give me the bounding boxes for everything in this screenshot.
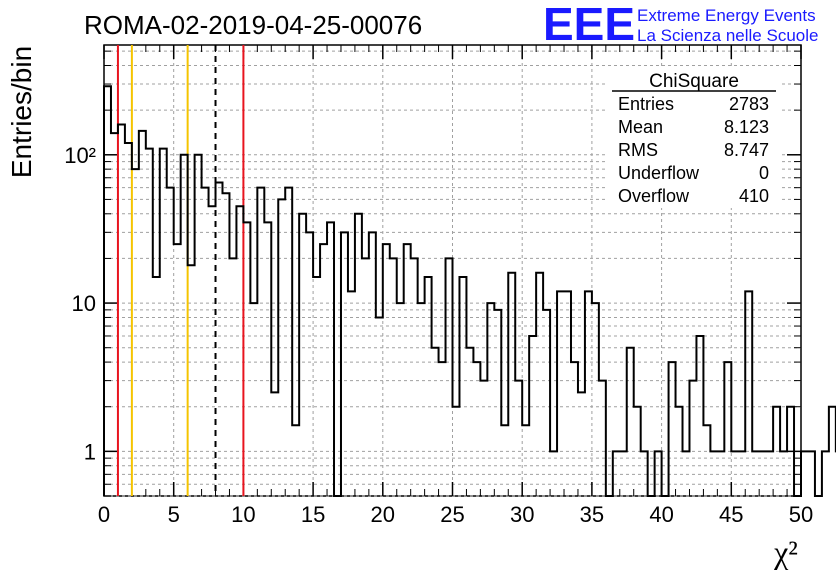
- stats-box-title: ChiSquare: [649, 71, 739, 92]
- x-tick-label: 40: [649, 502, 673, 527]
- histogram-series: [103, 85, 836, 497]
- stats-value-underflow: 0: [759, 163, 769, 183]
- x-tick-label: 45: [719, 502, 743, 527]
- x-tick-label: 25: [440, 502, 464, 527]
- stats-value-rms: 8.747: [724, 140, 769, 160]
- stats-label-rms: RMS: [618, 140, 658, 160]
- x-tick-label: 30: [510, 502, 534, 527]
- x-tick-label: 50: [789, 502, 813, 527]
- logo-line-1: Extreme Energy Events: [637, 6, 816, 25]
- x-tick-label: 20: [371, 502, 395, 527]
- tick-labels-layer: 0 5 10 15 20 25 30 35 40 45 50 1 10 10²: [64, 143, 813, 527]
- stats-value-entries: 2783: [729, 94, 769, 114]
- y-axis-label: Entries/bin: [6, 46, 37, 178]
- y-tick-label: 1: [84, 439, 96, 464]
- stats-box: ChiSquare Entries 2783 Mean 8.123 RMS 8.…: [608, 68, 780, 208]
- stats-value-overflow: 410: [739, 186, 769, 206]
- reference-lines-layer: [116, 45, 245, 496]
- x-tick-label: 15: [301, 502, 325, 527]
- y-tick-label: 10²: [64, 143, 96, 168]
- x-tick-label: 10: [231, 502, 255, 527]
- x-tick-label: 5: [168, 502, 180, 527]
- stats-label-entries: Entries: [618, 94, 674, 114]
- y-tick-label: 10: [72, 291, 96, 316]
- stats-value-mean: 8.123: [724, 117, 769, 137]
- run-title: ROMA-02-2019-04-25-00076: [84, 10, 422, 40]
- eee-logo: EEE: [543, 0, 635, 50]
- logo-line-2: La Scienza nelle Scuole: [637, 26, 818, 45]
- stats-label-overflow: Overflow: [618, 186, 690, 206]
- stats-label-mean: Mean: [618, 117, 663, 137]
- x-tick-label: 0: [98, 502, 110, 527]
- x-tick-label: 35: [580, 502, 604, 527]
- stats-label-underflow: Underflow: [618, 163, 700, 183]
- x-axis-label: χ²: [773, 534, 798, 570]
